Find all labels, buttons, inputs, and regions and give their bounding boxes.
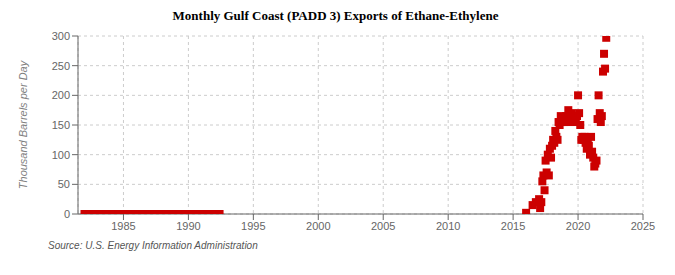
svg-text:100: 100 — [52, 149, 70, 161]
svg-text:Thousand Barrels per Day: Thousand Barrels per Day — [17, 59, 29, 189]
svg-text:2020: 2020 — [566, 220, 590, 232]
svg-text:2005: 2005 — [371, 220, 395, 232]
html-text:Monthly Gulf Coast (PADD 3) Ex: Monthly Gulf Coast (PADD 3) Exports of E… — [172, 8, 499, 23]
svg-text:1990: 1990 — [176, 220, 200, 232]
svg-text:2010: 2010 — [436, 220, 460, 232]
html-text:Source: U.S. Energy Informatio: Source: U.S. Energy Information Administ… — [48, 240, 258, 251]
svg-text:1995: 1995 — [241, 220, 265, 232]
svg-text:250: 250 — [52, 60, 70, 72]
svg-text:0: 0 — [64, 208, 70, 220]
svg-text:150: 150 — [52, 119, 70, 131]
svg-text:50: 50 — [58, 178, 70, 190]
svg-text:2025: 2025 — [631, 220, 655, 232]
svg-text:2015: 2015 — [501, 220, 525, 232]
svg-text:2000: 2000 — [306, 220, 330, 232]
svg-text:300: 300 — [52, 30, 70, 42]
svg-text:1985: 1985 — [111, 220, 135, 232]
svg-text:200: 200 — [52, 89, 70, 101]
